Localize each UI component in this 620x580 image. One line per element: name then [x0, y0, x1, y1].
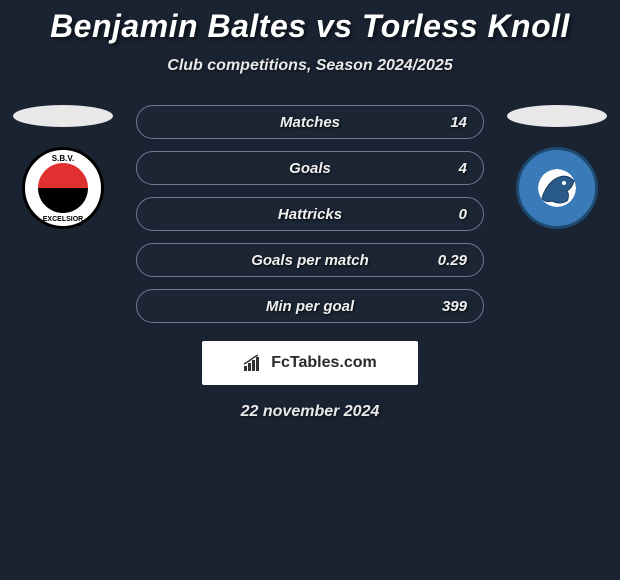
- excelsior-logo: S.B.V. EXCELSIOR: [22, 147, 104, 229]
- stat-label: Goals per match: [251, 252, 369, 269]
- date-text: 22 november 2024: [0, 403, 620, 421]
- stat-value: 0.29: [438, 252, 467, 269]
- left-oval-shape: [13, 105, 113, 127]
- excelsior-inner-circle: [38, 163, 88, 213]
- stat-row-matches: Matches 14: [136, 105, 484, 139]
- right-oval-shape: [507, 105, 607, 127]
- stat-value: 0: [459, 206, 467, 223]
- excelsior-bottom-text: EXCELSIOR: [25, 216, 101, 223]
- right-club-logo: [512, 147, 602, 229]
- excelsior-top-text: S.B.V.: [25, 154, 101, 163]
- stat-row-mpg: Min per goal 399: [136, 289, 484, 323]
- stat-value: 14: [450, 114, 467, 131]
- stat-value: 399: [442, 298, 467, 315]
- stat-label: Hattricks: [278, 206, 342, 223]
- denbosch-logo: [516, 147, 598, 229]
- stat-row-goals: Goals 4: [136, 151, 484, 185]
- chart-icon: [243, 354, 265, 372]
- brand-box: FcTables.com: [202, 341, 418, 385]
- page-subtitle: Club competitions, Season 2024/2025: [0, 57, 620, 75]
- stat-row-gpm: Goals per match 0.29: [136, 243, 484, 277]
- stat-row-hattricks: Hattricks 0: [136, 197, 484, 231]
- stat-label: Goals: [289, 160, 331, 177]
- stats-column: Matches 14 Goals 4 Hattricks 0 Goals per…: [136, 105, 484, 323]
- stat-value: 4: [459, 160, 467, 177]
- stat-label: Min per goal: [266, 298, 354, 315]
- left-club-logo: S.B.V. EXCELSIOR: [18, 147, 108, 229]
- right-column: [502, 105, 612, 229]
- stat-label: Matches: [280, 114, 340, 131]
- left-column: S.B.V. EXCELSIOR: [8, 105, 118, 229]
- brand-text: FcTables.com: [271, 354, 377, 372]
- page-title: Benjamin Baltes vs Torless Knoll: [0, 8, 620, 45]
- dragon-icon: [532, 163, 582, 213]
- main-row: S.B.V. EXCELSIOR Matches 14 Goals 4 Hatt…: [0, 105, 620, 323]
- infographic-container: Benjamin Baltes vs Torless Knoll Club co…: [0, 0, 620, 421]
